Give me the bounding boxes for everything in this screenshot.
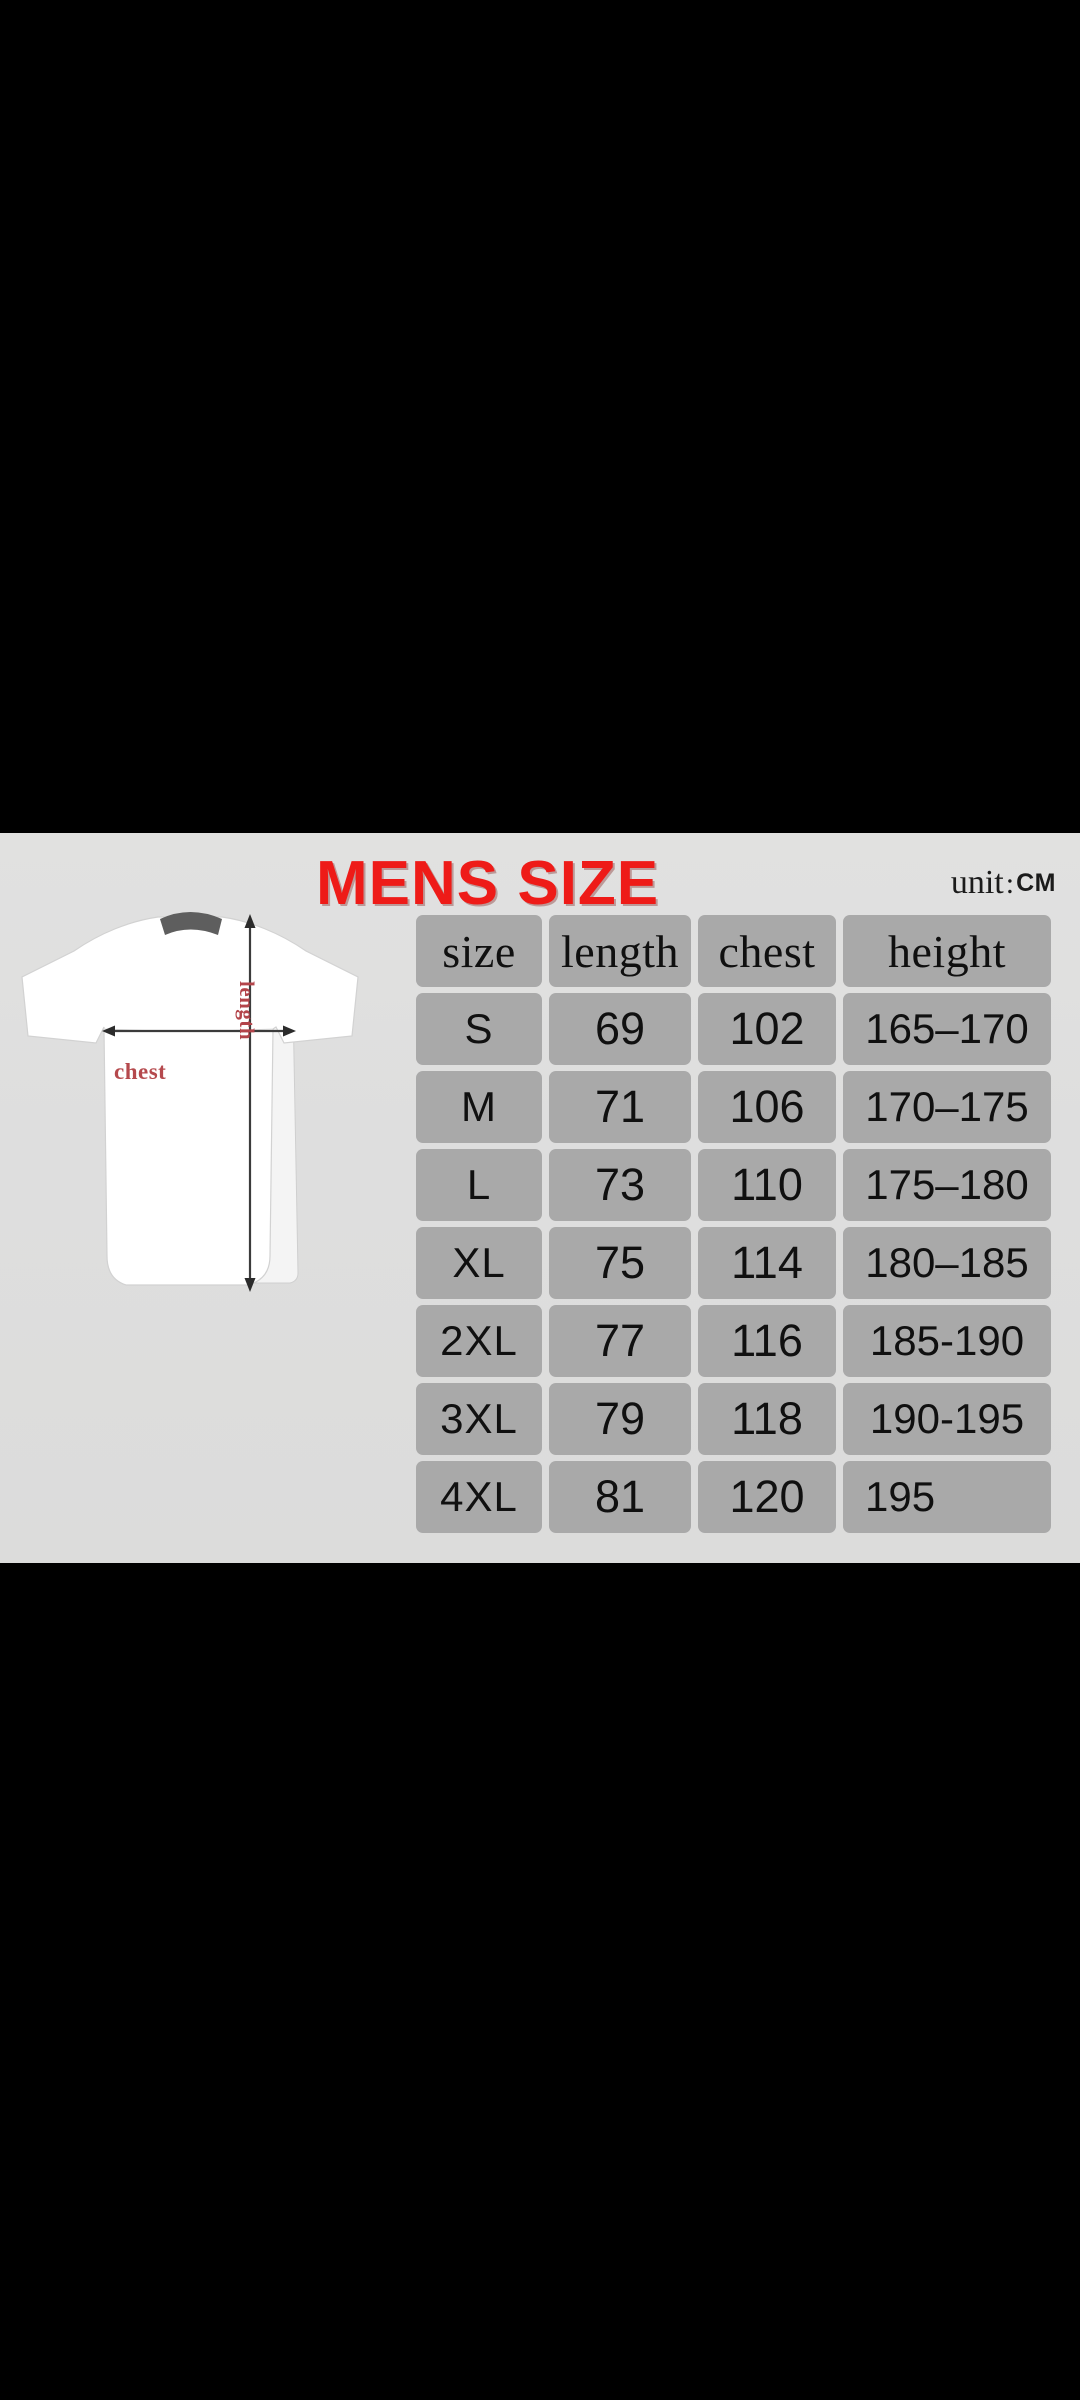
cell-height: 185-190	[843, 1305, 1051, 1377]
chest-arrow-head-right	[283, 1025, 296, 1037]
cell-height: 170–175	[843, 1071, 1051, 1143]
cell-length: 71	[549, 1071, 691, 1143]
cell-chest: 102	[698, 993, 836, 1065]
cell-length: 75	[549, 1227, 691, 1299]
cell-height: 190-195	[843, 1383, 1051, 1455]
shirt-body	[21, 916, 359, 1286]
tshirt-illustration-svg	[21, 912, 359, 1292]
unit-label: unit:CM	[951, 864, 1056, 902]
unit-word: unit	[950, 864, 1004, 901]
table-row: 4XL 81 120 195	[416, 1461, 1058, 1533]
chest-arrow-head-left	[102, 1025, 115, 1037]
chest-label: chest	[114, 1059, 167, 1084]
table-header-row: size length chest height	[416, 915, 1058, 987]
cell-chest: 116	[698, 1305, 836, 1377]
column-header-chest: chest	[698, 915, 836, 987]
cell-length: 77	[549, 1305, 691, 1377]
cell-chest: 106	[698, 1071, 836, 1143]
length-arrow-head-bottom	[244, 1278, 256, 1292]
table-row: 2XL 77 116 185-190	[416, 1305, 1058, 1377]
cell-height: 165–170	[843, 993, 1051, 1065]
cell-height: 175–180	[843, 1149, 1051, 1221]
cell-size: 4XL	[416, 1461, 542, 1533]
size-table: size length chest height S 69 102 165–17…	[416, 915, 1058, 1533]
cell-chest: 118	[698, 1383, 836, 1455]
cell-size: S	[416, 993, 542, 1065]
cell-size: 2XL	[416, 1305, 542, 1377]
cell-size: XL	[416, 1227, 542, 1299]
table-row: S 69 102 165–170	[416, 993, 1058, 1065]
cell-chest: 120	[698, 1461, 836, 1533]
cell-length: 69	[549, 993, 691, 1065]
column-header-size: size	[416, 915, 542, 987]
cell-size: L	[416, 1149, 542, 1221]
column-header-length: length	[549, 915, 691, 987]
tshirt-diagram: length chest	[8, 881, 404, 1331]
column-header-height: height	[843, 915, 1051, 987]
shirt-collar	[160, 912, 222, 935]
table-row: M 71 106 170–175	[416, 1071, 1058, 1143]
cell-chest: 114	[698, 1227, 836, 1299]
page-title: MENS SIZE	[316, 849, 660, 918]
unit-value: CM	[1016, 869, 1056, 897]
size-chart-panel: MENS SIZE unit:CM	[0, 833, 1080, 1563]
length-arrow-head-top	[244, 914, 256, 928]
unit-colon: :	[1005, 867, 1015, 900]
cell-chest: 110	[698, 1149, 836, 1221]
table-row: XL 75 114 180–185	[416, 1227, 1058, 1299]
cell-height: 195	[843, 1461, 1051, 1533]
cell-size: M	[416, 1071, 542, 1143]
table-row: L 73 110 175–180	[416, 1149, 1058, 1221]
cell-length: 79	[549, 1383, 691, 1455]
cell-length: 81	[549, 1461, 691, 1533]
cell-size: 3XL	[416, 1383, 542, 1455]
length-label: length	[235, 981, 259, 1041]
cell-height: 180–185	[843, 1227, 1051, 1299]
cell-length: 73	[549, 1149, 691, 1221]
table-row: 3XL 79 118 190-195	[416, 1383, 1058, 1455]
